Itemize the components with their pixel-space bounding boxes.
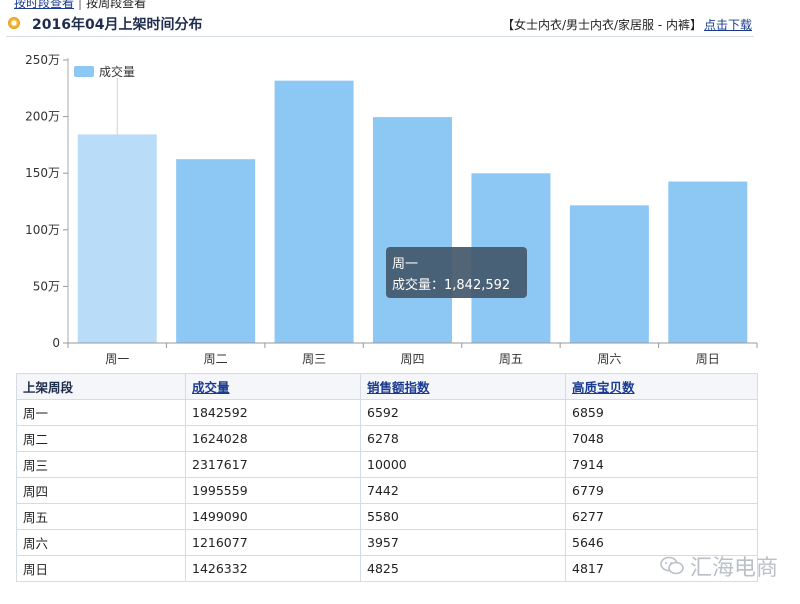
bar[interactable] [176, 159, 256, 343]
bullet-icon [8, 17, 20, 29]
table-cell: 1624028 [185, 425, 361, 452]
bar[interactable] [373, 117, 452, 343]
table-cell: 5580 [360, 503, 566, 530]
table-cell: 4817 [565, 555, 758, 582]
table-cell: 6859 [565, 399, 758, 426]
y-tick-label: 50万 [33, 279, 60, 293]
tooltip-value: 成交量：1,842,592 [392, 277, 510, 293]
table-cell: 周一 [16, 399, 186, 426]
table-header[interactable]: 成交量 [185, 373, 361, 400]
table-cell: 1499090 [185, 503, 361, 530]
view-by-week-link[interactable]: 按周段查看 [86, 0, 147, 10]
x-tick-label: 周三 [302, 352, 326, 366]
bar[interactable] [77, 134, 157, 343]
table-row: 周一 1842592 6592 6859 [16, 399, 758, 426]
y-tick-label: 0 [52, 336, 60, 350]
bar[interactable] [569, 205, 649, 343]
legend-label[interactable]: 成交量 [99, 64, 135, 79]
y-tick-label: 150万 [25, 166, 60, 180]
x-tick-label: 周五 [499, 352, 523, 366]
table-cell: 4825 [360, 555, 566, 582]
panel-title: 2016年04月上架时间分布 [32, 17, 203, 33]
table-cell: 周三 [16, 451, 186, 478]
data-table: 上架周段 成交量 销售额指数 高质宝贝数 周一 1842592 6592 6859 周二… [16, 373, 758, 582]
table-cell: 周日 [16, 555, 186, 582]
table-cell: 6277 [565, 503, 758, 530]
table-cell: 10000 [360, 451, 566, 478]
table-cell: 1216077 [185, 529, 361, 556]
table-header[interactable]: 销售额指数 [360, 373, 566, 400]
bar[interactable] [274, 80, 354, 343]
table-cell: 7048 [565, 425, 758, 452]
table-cell: 7442 [360, 477, 566, 504]
watermark-text: 汇海电商 [689, 556, 778, 581]
x-tick-label: 周二 [204, 352, 228, 366]
watermark: 汇海电商 [660, 550, 778, 582]
table-header[interactable]: 高质宝贝数 [565, 373, 758, 400]
table-cell: 5646 [565, 529, 758, 556]
tooltip-category: 周一 [392, 257, 418, 272]
table-cell: 周二 [16, 425, 186, 452]
y-tick-label: 250万 [25, 53, 60, 67]
category-label: 【女士内衣/男士内衣/家居服 - 内裤】 [501, 18, 702, 32]
bar[interactable] [668, 181, 748, 343]
table-header: 上架周段 [16, 373, 186, 400]
table-cell: 7914 [565, 451, 758, 478]
table-cell: 周五 [16, 503, 186, 530]
table-cell: 1842592 [185, 399, 361, 426]
tooltip-box [386, 247, 527, 298]
x-tick-label: 周六 [597, 352, 621, 366]
x-tick-label: 周一 [105, 352, 129, 366]
view-by-time-link[interactable]: 按时段查看 [14, 0, 75, 10]
panel-header-right: 【女士内衣/男士内衣/家居服 - 内裤】 点击下载 [502, 16, 752, 33]
x-tick-label: 周日 [696, 352, 720, 366]
y-tick-label: 100万 [25, 223, 60, 237]
table-row: 周二 1624028 6278 7048 [16, 425, 758, 452]
table-row: 周三 2317617 10000 7914 [16, 451, 758, 478]
panel-header: 2016年04月上架时间分布 【女士内衣/男士内衣/家居服 - 内裤】 点击下载 [6, 12, 754, 37]
table-cell: 1995559 [185, 477, 361, 504]
table-cell: 3957 [360, 529, 566, 556]
table-row: 周六 1216077 3957 5646 [16, 529, 758, 556]
table-cell: 1426332 [185, 555, 361, 582]
view-switch-links: 按时段查看 | 按周段查看 [14, 0, 146, 11]
table-cell: 6592 [360, 399, 566, 426]
table-header-row: 上架周段 成交量 销售额指数 高质宝贝数 [16, 373, 758, 400]
legend-swatch [74, 66, 94, 77]
table-row: 周四 1995559 7442 6779 [16, 477, 758, 504]
table-cell: 周六 [16, 529, 186, 556]
table-row: 周五 1499090 5580 6277 [16, 503, 758, 530]
table-cell: 6278 [360, 425, 566, 452]
table-row: 周日 1426332 4825 4817 [16, 555, 758, 582]
link-separator: | [78, 0, 83, 10]
x-tick-label: 周四 [400, 352, 424, 366]
y-tick-label: 200万 [25, 110, 60, 124]
download-link[interactable]: 点击下载 [703, 18, 752, 32]
table-cell: 2317617 [185, 451, 361, 478]
table-cell: 周四 [16, 477, 186, 504]
table-cell: 6779 [565, 477, 758, 504]
chat-bubble-icon [660, 556, 684, 575]
